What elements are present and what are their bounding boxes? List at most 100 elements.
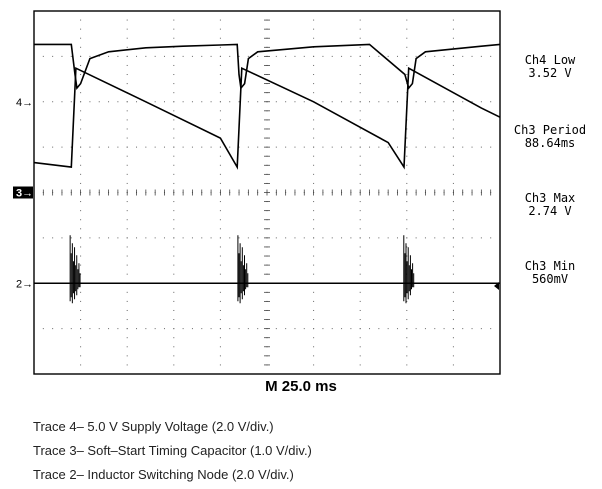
grid-dot (313, 355, 315, 357)
grid-dot (108, 55, 110, 57)
grid-dot (108, 101, 110, 103)
grid-dot (396, 101, 398, 103)
grid-dot (378, 328, 380, 330)
grid-dot (341, 55, 343, 57)
grid-dot (173, 173, 175, 175)
grid-dot (471, 146, 473, 148)
grid-dot (452, 328, 454, 330)
grid-dot (313, 119, 315, 121)
grid-dot (182, 328, 184, 330)
grid-dot (443, 55, 445, 57)
grid-dot (387, 328, 389, 330)
grid-dot (126, 182, 128, 184)
grid-dot (452, 74, 454, 76)
grid-dot (322, 101, 324, 103)
grid-dot (313, 228, 315, 230)
grid-dot (219, 64, 221, 66)
grid-dot (322, 328, 324, 330)
grid-dot (434, 146, 436, 148)
grid-dot (396, 55, 398, 57)
grid-dot (126, 37, 128, 39)
grid-dot (490, 237, 492, 239)
grid-dot (219, 19, 221, 21)
grid-dot (359, 237, 361, 239)
grid-dot (210, 55, 212, 57)
grid-dot (452, 291, 454, 293)
grid-dot (108, 237, 110, 239)
grid-dot (462, 146, 464, 148)
grid-dot (219, 92, 221, 94)
grid-dot (313, 210, 315, 212)
grid-dot (117, 55, 119, 57)
grid-dot (229, 101, 231, 103)
grid-dot (452, 37, 454, 39)
grid-dot (341, 101, 343, 103)
grid-dot (219, 346, 221, 348)
grid-dot (126, 337, 128, 339)
grid-dot (154, 237, 156, 239)
grid-dot (182, 55, 184, 57)
grid-dot (163, 328, 165, 330)
grid-dot (424, 101, 426, 103)
grid-dot (80, 46, 82, 48)
grid-dot (126, 164, 128, 166)
screen-border (33, 10, 501, 375)
grid-dot (415, 146, 417, 148)
grid-dot (219, 291, 221, 293)
grid-dot (210, 101, 212, 103)
grid-dot (80, 28, 82, 30)
grid-dot (434, 237, 436, 239)
grid-dot (173, 210, 175, 212)
grid-dot (98, 237, 100, 239)
grid-dot (219, 55, 221, 57)
grid-dot (173, 119, 175, 121)
grid-dot (191, 55, 193, 57)
grid-dot (341, 328, 343, 330)
grid-dot (126, 128, 128, 130)
grid-dot (452, 155, 454, 157)
grid-dot (406, 173, 408, 175)
grid-dot (126, 228, 128, 230)
grid-dot (462, 328, 464, 330)
grid-dot (313, 92, 315, 94)
grid-dot (490, 146, 492, 148)
grid-dot (443, 101, 445, 103)
grid-dot (452, 201, 454, 203)
grid-dot (238, 237, 240, 239)
oscilloscope-screen: 4→ 3→ 2→ (13, 10, 501, 375)
grid-dot (126, 300, 128, 302)
measurement-value: 560mV (531, 272, 569, 286)
grid-dot (173, 74, 175, 76)
grid-dot (173, 146, 175, 148)
grid-dot (173, 346, 175, 348)
grid-dot (313, 155, 315, 157)
grid-dot (424, 55, 426, 57)
grid-dot (313, 201, 315, 203)
grid-dot (145, 146, 147, 148)
grid-dot (359, 46, 361, 48)
grid-dot (126, 146, 128, 148)
grid-dot (313, 74, 315, 76)
grid-dot (61, 328, 63, 330)
grid-dot (359, 201, 361, 203)
grid-dot (406, 309, 408, 311)
grid-dot (359, 364, 361, 366)
grid-dot (70, 146, 72, 148)
grid-dot (331, 237, 333, 239)
grid-dot (443, 237, 445, 239)
grid-dot (61, 146, 63, 148)
grid-dot (126, 101, 128, 103)
grid-dot (89, 101, 91, 103)
grid-dot (42, 55, 44, 57)
grid-dot (61, 55, 63, 57)
grid-dot (247, 237, 249, 239)
grid-dot (117, 146, 119, 148)
grid-dot (173, 128, 175, 130)
grid-dot (443, 146, 445, 148)
grid-dot (452, 173, 454, 175)
grid-dot (80, 210, 82, 212)
grid-dot (294, 328, 296, 330)
grid-dot (415, 55, 417, 57)
grid-dot (350, 101, 352, 103)
grid-dot (126, 74, 128, 76)
